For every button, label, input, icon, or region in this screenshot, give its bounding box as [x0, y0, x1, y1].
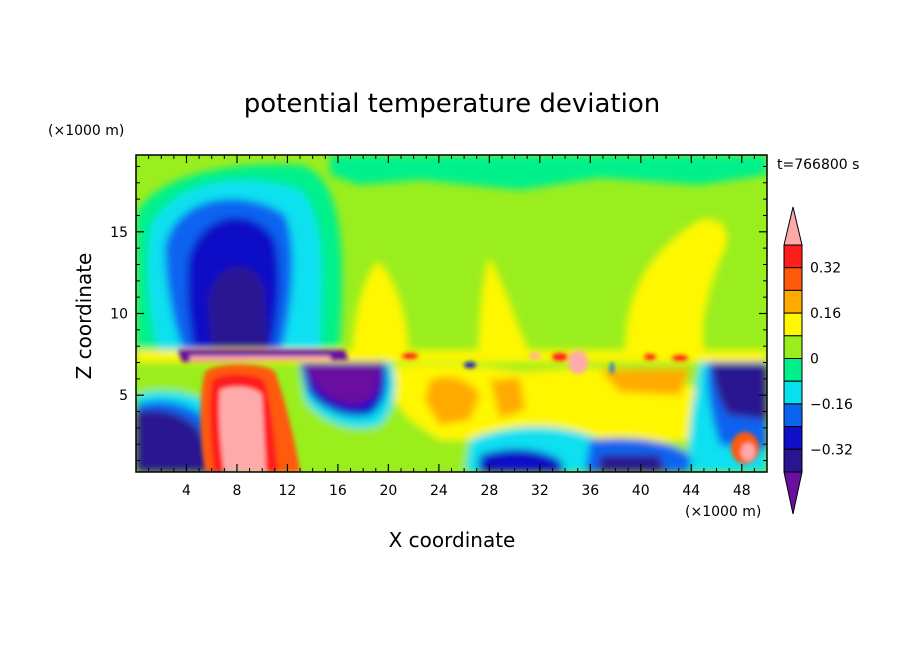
colorbar-box	[783, 289, 803, 314]
y-tick-label: 15	[110, 225, 128, 241]
y-tick-label: 5	[119, 388, 128, 404]
colorbar-box	[783, 358, 803, 382]
x-tick-label: 16	[329, 483, 347, 499]
x-tick-label: 20	[379, 483, 397, 499]
y-axis-label: Z coordinate	[72, 253, 96, 380]
y-axis: 5 10 15	[110, 165, 767, 462]
x-unit-label: (×1000 m)	[685, 504, 761, 520]
x-tick-label: 36	[581, 483, 599, 499]
colorbar-box	[783, 448, 803, 473]
x-tick-label: 44	[682, 483, 700, 499]
chart-title: potential temperature deviation	[244, 89, 660, 119]
x-tick-label: 48	[733, 483, 751, 499]
colorbar-label: 0.16	[810, 306, 841, 322]
colorbar-top-extend	[783, 206, 803, 246]
y-tick-label: 10	[110, 307, 128, 323]
x-tick-label: 8	[232, 483, 241, 499]
colorbar-label: −0.16	[810, 397, 853, 413]
x-axis: 4 8 12 16 20 24 28 32 36 40 44 48	[148, 155, 755, 499]
y-unit-label: (×1000 m)	[48, 123, 124, 139]
colorbar-label: −0.32	[810, 442, 853, 458]
x-tick-label: 28	[480, 483, 498, 499]
colorbar-label: 0	[810, 352, 819, 368]
x-tick-label: 32	[531, 483, 549, 499]
colorbar-bottom-extend	[783, 471, 803, 515]
colorbar-box	[783, 380, 803, 405]
colorbar-box	[783, 426, 803, 450]
x-tick-label: 4	[182, 483, 191, 499]
colorbar-box	[783, 244, 803, 269]
colorbar: 0.32 0.16 0 −0.16 −0.32	[783, 206, 853, 515]
contour-field	[136, 155, 767, 472]
x-axis-label: X coordinate	[389, 528, 516, 552]
x-tick-label: 12	[279, 483, 297, 499]
colorbar-box	[783, 335, 803, 359]
time-label: t=766800 s	[777, 157, 859, 173]
x-tick-label: 24	[430, 483, 448, 499]
x-tick-label: 40	[632, 483, 650, 499]
colorbar-label: 0.32	[810, 261, 841, 277]
colorbar-box	[783, 403, 803, 428]
colorbar-box	[783, 267, 803, 291]
colorbar-box	[783, 312, 803, 337]
